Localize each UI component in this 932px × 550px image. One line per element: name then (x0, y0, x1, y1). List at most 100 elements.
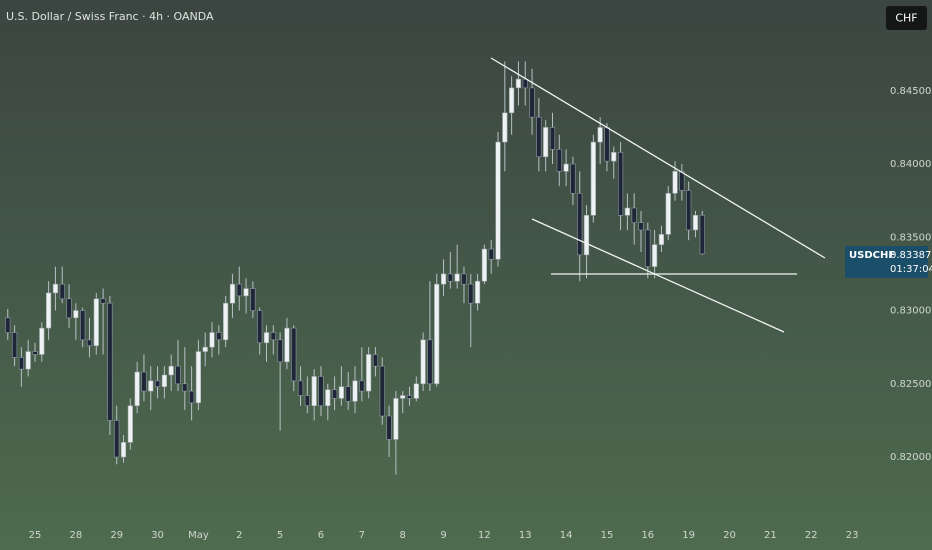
symbol-label: USDCHF (849, 250, 895, 261)
candle-body (617, 152, 624, 216)
candle-body (59, 283, 65, 300)
candle-body (209, 332, 215, 348)
candle-body (189, 390, 195, 404)
x-tick-label: 20 (723, 530, 736, 541)
candle-body (18, 357, 24, 370)
candle-body (263, 332, 270, 344)
candle-body (563, 163, 569, 172)
candle-body (583, 215, 590, 256)
candle-body (529, 87, 535, 118)
x-tick-label: 21 (764, 530, 777, 541)
candle-body (52, 283, 59, 294)
x-tick-label: 19 (682, 530, 695, 541)
candle-body (359, 380, 365, 392)
candle-body (32, 351, 38, 355)
candle-body (120, 442, 127, 458)
candle-body (175, 365, 181, 385)
candle-body (461, 273, 467, 285)
candle-body (148, 380, 154, 392)
candle-body (543, 127, 549, 158)
candle-body (393, 398, 399, 440)
candle-body (107, 302, 113, 421)
x-tick-label: 13 (519, 530, 532, 541)
candle-body (413, 383, 419, 399)
candle-body (195, 351, 202, 404)
x-tick-label: 25 (29, 530, 42, 541)
chart-title: U.S. Dollar / Swiss Franc · 4h · OANDA (6, 10, 214, 23)
x-tick-label: 15 (601, 530, 614, 541)
candle-body (556, 149, 562, 172)
x-tick-label: 8 (399, 530, 405, 541)
countdown: 01:37:04 (890, 264, 932, 275)
candle-body (379, 365, 385, 417)
candle-body (25, 351, 31, 370)
candle-body (318, 376, 324, 407)
candle-body (5, 317, 11, 333)
trend-drawings (490, 57, 826, 333)
candle-body (331, 389, 338, 399)
candle-body (134, 371, 140, 407)
x-tick-label: 14 (560, 530, 573, 541)
candle-body (39, 327, 45, 355)
candle-body (93, 298, 99, 346)
candle-body (699, 215, 705, 255)
x-tick-label: 22 (805, 530, 818, 541)
candle-body (686, 190, 692, 231)
candle-body (277, 339, 283, 363)
currency-button[interactable] (886, 6, 927, 30)
candle-body (168, 365, 174, 376)
candle-body (434, 283, 440, 385)
candle-body (345, 386, 351, 402)
price-label-box (845, 246, 928, 278)
candle-body (352, 380, 358, 402)
candle-body (652, 244, 658, 267)
candle-body (577, 193, 583, 256)
candle-body (141, 371, 147, 392)
x-tick-label: 29 (110, 530, 123, 541)
candle-body (11, 332, 18, 358)
currency-label[interactable]: CHF (895, 12, 917, 25)
candle-body (284, 327, 290, 363)
candle-body (536, 116, 542, 158)
candle-body (488, 248, 494, 260)
candle-body (509, 87, 515, 114)
candle-body (161, 374, 167, 388)
candle-body (658, 234, 665, 245)
candle-body (645, 229, 651, 267)
candle-body (495, 141, 501, 260)
candle-body (624, 207, 630, 216)
candle-body (454, 273, 460, 282)
candle-body (304, 395, 310, 407)
candle-body (202, 346, 208, 352)
candle-body (80, 310, 86, 341)
price-label: USDCHF 0.83387 01:37:04 (845, 246, 932, 278)
candle-body (638, 222, 644, 231)
x-tick-label: 23 (846, 530, 859, 541)
candle-body (291, 327, 297, 382)
candle-body (229, 283, 236, 304)
candle-body (114, 420, 120, 458)
candle-body (406, 395, 413, 399)
candle-body (66, 298, 72, 319)
x-tick-label: 7 (359, 530, 365, 541)
upper-trendline (490, 57, 826, 259)
candle-body (386, 415, 392, 440)
y-tick-label: 0.82500 (890, 379, 931, 390)
candle-body (549, 127, 556, 150)
x-tick-label: 6 (318, 530, 324, 541)
candle-body (420, 339, 426, 385)
candle-body (447, 273, 453, 282)
candle-body (311, 376, 317, 407)
candle-body (297, 380, 304, 396)
lower-trendline (531, 218, 785, 333)
y-tick-label: 0.82000 (890, 452, 931, 463)
x-tick-label: 12 (478, 530, 491, 541)
candle-body (182, 383, 188, 392)
x-tick-label: 9 (440, 530, 446, 541)
candle-body (270, 332, 276, 341)
candle-body (515, 78, 522, 89)
candle-body (590, 141, 596, 216)
candle-body (672, 171, 678, 194)
